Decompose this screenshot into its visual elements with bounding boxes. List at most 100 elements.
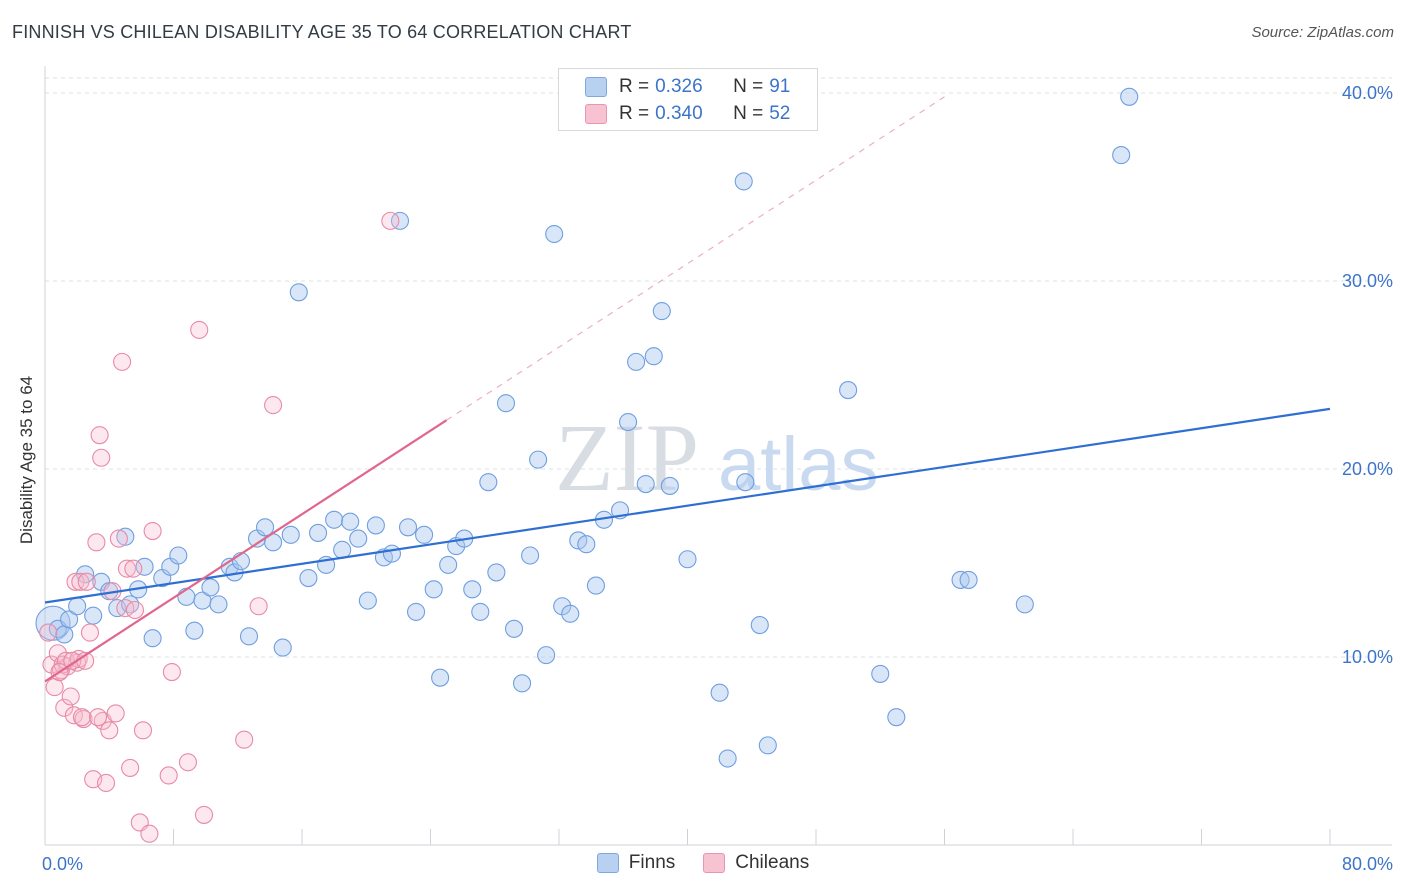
- finns-point: [390, 211, 410, 230]
- finns-legend-swatch: [596, 853, 619, 873]
- finns-point: [718, 749, 737, 768]
- finns-point: [349, 529, 368, 548]
- chileans-point: [159, 766, 178, 785]
- finns-point: [185, 621, 204, 640]
- finns-point: [439, 555, 458, 574]
- chileans-point: [143, 522, 162, 541]
- legend-n-label: N =: [733, 103, 764, 124]
- finns-point: [710, 683, 729, 702]
- finns-point: [398, 518, 418, 537]
- chileans-point: [63, 651, 82, 670]
- finns-swatch: [585, 77, 607, 97]
- finns-point: [734, 172, 753, 191]
- finns-point: [60, 610, 79, 629]
- legend-item-chileans[interactable]: Chileans: [703, 852, 809, 874]
- finns-point: [652, 302, 671, 321]
- finns-point: [758, 736, 777, 755]
- chileans-point: [55, 698, 74, 717]
- chileans-point: [72, 708, 91, 727]
- trend-layer: [44, 96, 1331, 683]
- y-axis-label: Disability Age 35 to 64: [17, 375, 36, 545]
- legend-n-value: 52: [769, 103, 791, 124]
- finns-point: [273, 638, 292, 657]
- chileans-trend-extension: [446, 96, 945, 421]
- finns-point: [504, 619, 524, 638]
- finns-point: [463, 580, 482, 599]
- chileans-point: [90, 426, 109, 445]
- finns-point: [736, 473, 755, 492]
- finns-point: [619, 412, 638, 432]
- finns-trend-line: [44, 407, 1331, 604]
- finns-point: [209, 595, 228, 614]
- watermark-atlas: atlas: [718, 422, 879, 507]
- x-tick-label: 80.0%: [1342, 854, 1393, 874]
- finns-point: [839, 381, 858, 400]
- finns-point: [521, 546, 540, 565]
- chileans-point: [92, 448, 111, 467]
- finns-point: [636, 475, 655, 494]
- chileans-point: [133, 721, 153, 740]
- finns-point: [678, 550, 697, 569]
- series-legend: Finns Chileans: [0, 852, 1406, 874]
- chileans-point: [80, 623, 100, 642]
- finns-point: [871, 664, 890, 683]
- finns-point: [887, 708, 906, 727]
- legend-n-label: N =: [733, 76, 764, 97]
- finns-point: [406, 602, 426, 621]
- chileans-point: [381, 211, 400, 230]
- chileans-point: [264, 396, 283, 415]
- chileans-point: [96, 773, 116, 793]
- finns-point: [68, 597, 87, 616]
- finns-point: [431, 668, 450, 687]
- finns-point: [415, 525, 434, 544]
- finns-point: [561, 604, 580, 623]
- chileans-point: [190, 320, 209, 339]
- finns-point: [660, 476, 679, 495]
- chileans-point: [100, 721, 119, 740]
- chileans-legend-swatch: [703, 853, 726, 873]
- finns-point: [55, 625, 74, 644]
- finns-point: [116, 527, 135, 546]
- finns-point: [750, 616, 769, 635]
- chileans-point: [61, 687, 80, 706]
- chart-title: FINNISH VS CHILEAN DISABILITY AGE 35 TO …: [12, 22, 632, 42]
- finns-point: [299, 569, 318, 588]
- source-credit: Source: ZipAtlas.com: [1251, 24, 1394, 41]
- finns-point: [1015, 595, 1034, 614]
- finns-point: [537, 646, 556, 665]
- chileans-point: [121, 758, 140, 777]
- finns-point: [529, 450, 548, 469]
- tick-label-layer: 10.0% 20.0% 30.0% 40.0% 0.0% 80.0%: [42, 83, 1393, 874]
- finns-point: [577, 535, 596, 554]
- legend-item-finns[interactable]: Finns: [596, 852, 675, 874]
- finns-point: [325, 510, 344, 529]
- chileans-point: [109, 529, 128, 548]
- finns-point: [644, 347, 663, 366]
- chileans-point: [45, 678, 64, 697]
- chileans-swatch: [585, 104, 607, 124]
- finns-point: [135, 557, 154, 576]
- legend-row-finns: R = 0.326 N = 91: [585, 75, 790, 99]
- finns-point: [471, 602, 490, 621]
- finns-point: [239, 627, 259, 646]
- chileans-point: [125, 600, 144, 620]
- chileans-point: [162, 662, 181, 682]
- legend-n-value: 91: [769, 76, 791, 97]
- finns-point: [358, 591, 377, 610]
- finns-point: [281, 525, 300, 544]
- chileans-trend-line: [44, 419, 448, 683]
- finns-point: [309, 523, 328, 542]
- chileans-point: [106, 704, 125, 723]
- chileans-point: [87, 533, 106, 552]
- x-tick-label: 0.0%: [42, 854, 83, 874]
- chileans-point: [117, 559, 136, 578]
- chileans-point: [39, 623, 58, 642]
- y-tick-label: 30.0%: [1342, 271, 1393, 291]
- finns-point: [382, 544, 402, 563]
- finns-point: [487, 563, 506, 582]
- chileans-point: [249, 597, 268, 616]
- finns-point: [169, 546, 188, 565]
- finns-point: [545, 224, 564, 244]
- legend-r-value: 0.326: [655, 76, 703, 97]
- legend-r-label: R =: [619, 76, 650, 97]
